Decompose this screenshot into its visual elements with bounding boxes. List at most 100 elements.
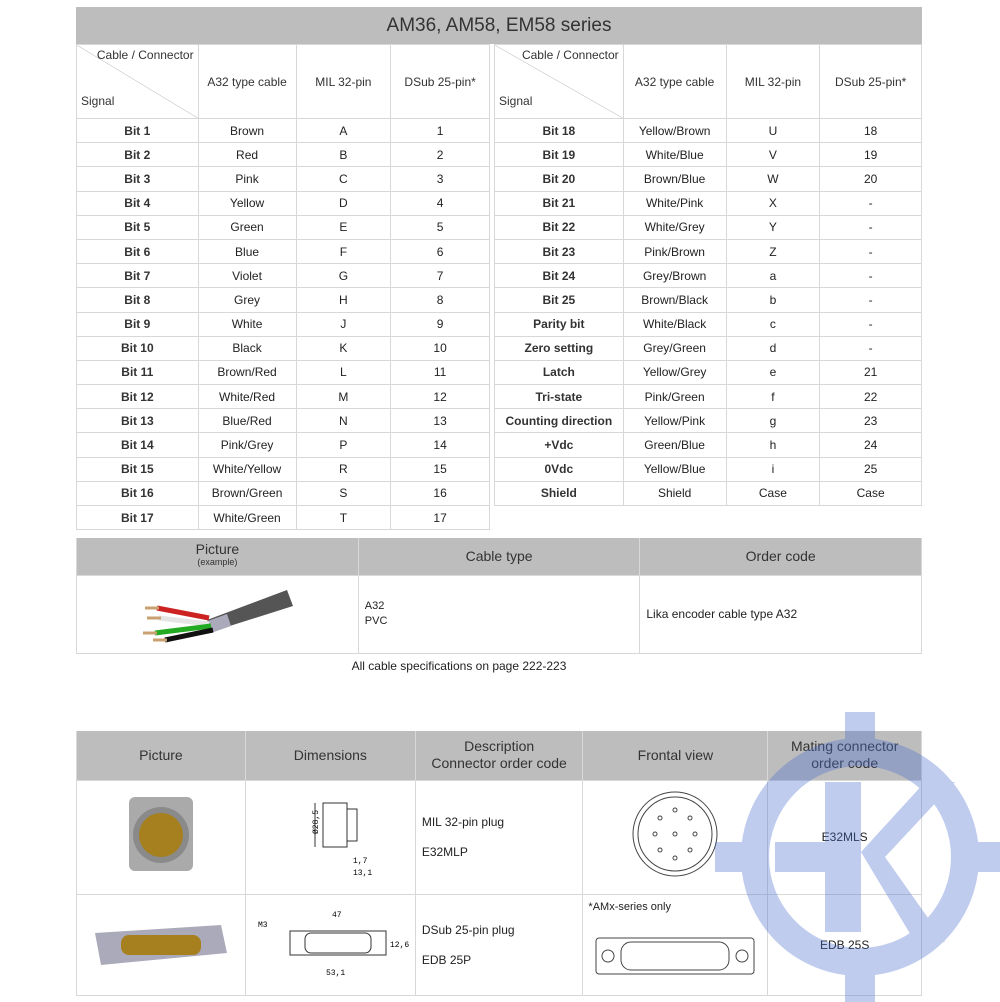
- mil-pin-cell: V: [725, 142, 821, 168]
- signal-cell: Bit 17: [76, 504, 199, 531]
- series-title: AM36, AM58, EM58 series: [76, 7, 922, 44]
- col-a32: A32 type cable: [197, 44, 297, 119]
- mil-pin-cell: a: [725, 263, 821, 289]
- a32-color-cell: Brown/Red: [197, 359, 297, 386]
- a32-color-cell: White/Black: [622, 311, 727, 337]
- dsub-pin-cell: 7: [390, 263, 490, 289]
- cable-type-code: A32: [364, 600, 385, 612]
- desc-label: Description: [464, 738, 535, 755]
- dsub-pin-cell: 11: [390, 359, 490, 386]
- col-dimensions: Dimensions: [244, 731, 416, 781]
- dsub-pin-cell: -: [819, 287, 922, 313]
- signal-cell: Bit 19: [494, 142, 624, 168]
- signal-cell: Bit 15: [76, 456, 199, 482]
- dsub-pin-cell: 15: [390, 456, 490, 482]
- pinout-row: Counting direction Yellow/Pink g 23: [494, 408, 922, 434]
- mil-description: MIL 32-pin plug E32MLP: [414, 780, 584, 895]
- signal-cell: Bit 22: [494, 214, 624, 240]
- pinout-row: Bit 1 Brown A 1: [76, 117, 490, 144]
- dim-47: 47: [332, 911, 342, 920]
- a32-color-cell: Green: [197, 214, 297, 240]
- col-mil: MIL 32-pin: [295, 44, 392, 119]
- dim-12-6: 12,6: [390, 941, 409, 950]
- pinout-row: Bit 11 Brown/Red L 11: [76, 359, 490, 386]
- pinout-row: Bit 23 Pink/Brown Z -: [494, 238, 922, 265]
- dsub-pin-cell: 23: [819, 408, 922, 434]
- signal-cell: Bit 1: [76, 117, 199, 144]
- cable-connector-label: Cable / Connector: [521, 48, 619, 62]
- mil-connector-image: [128, 796, 193, 871]
- pinout-table-right: Cable / Connector Signal A32 type cable MI…: [494, 44, 922, 507]
- mil-pin-cell: S: [295, 480, 392, 507]
- signal-cell: Bit 3: [76, 166, 199, 192]
- mil-order-code: E32MLP: [421, 845, 468, 859]
- pinout-row: Bit 20 Brown/Blue W 20: [494, 166, 922, 192]
- mil-pin-cell: Z: [725, 238, 821, 265]
- signal-label: Signal: [81, 94, 115, 108]
- mil-pin-cell: L: [295, 359, 392, 386]
- cable-picture: [76, 575, 359, 654]
- pinout-row: Bit 22 White/Grey Y -: [494, 214, 922, 240]
- dsub-pin-cell: -: [819, 263, 922, 289]
- pinout-row: 0Vdc Yellow/Blue i 25: [494, 456, 922, 482]
- pinout-row: +Vdc Green/Blue h 24: [494, 432, 922, 458]
- mil-pin-cell: W: [725, 166, 821, 192]
- dsub-pin-cell: -: [819, 335, 922, 361]
- signal-cell: Bit 12: [76, 384, 199, 410]
- pinout-row: Bit 17 White/Green T 17: [76, 504, 490, 531]
- a32-color-cell: Brown/Black: [622, 287, 727, 313]
- signal-cell: Parity bit: [494, 311, 624, 337]
- dsub-pin-cell: 9: [390, 311, 490, 337]
- dim-diameter: Ø28,5: [312, 809, 321, 833]
- amx-only-note: *AMx-series only: [588, 900, 671, 913]
- dsub-dimension-drawing: 47 M3 12,6 53,1: [258, 911, 409, 978]
- mil-pin-cell: c: [725, 311, 821, 337]
- signal-cell: Bit 4: [76, 190, 199, 216]
- mil-frontal-drawing: [632, 791, 718, 876]
- signal-cell: Bit 10: [76, 335, 199, 361]
- pinout-row: Bit 19 White/Blue V 19: [494, 142, 922, 168]
- a32-color-cell: Brown/Blue: [622, 166, 727, 192]
- a32-color-cell: Pink/Green: [622, 384, 727, 410]
- a32-color-cell: Yellow/Pink: [622, 408, 727, 434]
- pinout-row: Parity bit White/Black c -: [494, 311, 922, 337]
- a32-color-cell: Black: [197, 335, 297, 361]
- a32-color-cell: White: [197, 311, 297, 337]
- signal-cell: Bit 18: [494, 117, 624, 144]
- a32-color-cell: Yellow: [197, 190, 297, 216]
- cable-table: Picture (example) Cable type Order code A32…: [76, 538, 922, 654]
- pinout-row: Bit 5 Green E 5: [76, 214, 490, 240]
- pinout-row: Bit 2 Red B 2: [76, 142, 490, 168]
- signal-cell: Counting direction: [494, 408, 624, 434]
- signal-label: Signal: [499, 94, 533, 108]
- signal-cell: +Vdc: [494, 432, 624, 458]
- dim-53-1: 53,1: [326, 969, 345, 978]
- dsub-pin-cell: -: [819, 238, 922, 265]
- a32-color-cell: Pink: [197, 166, 297, 192]
- signal-cell: Bit 23: [494, 238, 624, 265]
- signal-cell: 0Vdc: [494, 456, 624, 482]
- mil-pin-cell: h: [725, 432, 821, 458]
- dsub-pin-cell: 13: [390, 408, 490, 434]
- a32-color-cell: White/Green: [197, 504, 297, 531]
- pinout-row: Bit 7 Violet G 7: [76, 263, 490, 289]
- mil-dimensions: Ø28,5 1,7 13,1: [244, 780, 416, 895]
- a32-color-cell: Blue/Red: [197, 408, 297, 434]
- mil-pin-cell: d: [725, 335, 821, 361]
- col-a32: A32 type cable: [622, 44, 727, 119]
- pinout-row: Bit 16 Brown/Green S 16: [76, 480, 490, 507]
- dsub-pin-cell: -: [819, 214, 922, 240]
- dsub-pin-cell: 10: [390, 335, 490, 361]
- pinout-row: Tri-state Pink/Green f 22: [494, 384, 922, 410]
- dsub-pin-cell: 14: [390, 432, 490, 458]
- mating-label: Mating connector: [790, 738, 899, 755]
- dsub-order-code: EDB 25P: [421, 952, 472, 967]
- signal-cell: Bit 5: [76, 214, 199, 240]
- dim-flange: 1,7: [353, 857, 368, 866]
- a32-color-cell: Shield: [622, 480, 727, 507]
- pinout-row: Bit 8 Grey H 8: [76, 287, 490, 313]
- mil-pin-cell: J: [295, 311, 392, 337]
- order-code-label: Connector order code: [431, 755, 567, 772]
- mil-frontal-view: [582, 780, 769, 895]
- dsub-pin-cell: 18: [819, 117, 922, 144]
